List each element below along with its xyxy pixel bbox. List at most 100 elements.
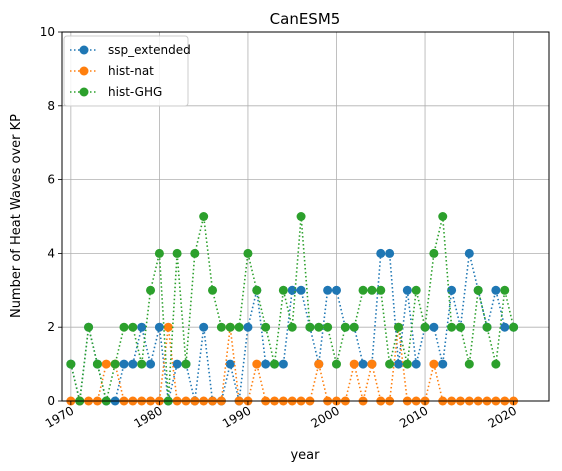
data-point xyxy=(456,323,465,332)
data-point xyxy=(217,323,226,332)
data-point xyxy=(314,360,323,369)
data-point xyxy=(279,286,288,295)
data-point xyxy=(155,323,164,332)
x-tick-label: 2010 xyxy=(397,403,430,430)
legend-label: ssp_extended xyxy=(108,43,191,57)
data-point xyxy=(155,249,164,258)
legend-label: hist-GHG xyxy=(108,85,162,99)
data-point xyxy=(350,360,359,369)
data-point xyxy=(447,323,456,332)
data-point xyxy=(297,286,306,295)
data-point xyxy=(270,360,279,369)
data-point xyxy=(261,323,270,332)
legend-marker xyxy=(80,88,89,97)
data-point xyxy=(483,323,492,332)
data-point xyxy=(465,249,474,258)
data-point xyxy=(226,323,235,332)
data-point xyxy=(252,286,261,295)
x-tick-label: 1990 xyxy=(220,403,253,430)
y-tick-label: 10 xyxy=(40,25,55,39)
data-point xyxy=(376,286,385,295)
data-point xyxy=(146,286,155,295)
data-point xyxy=(394,360,403,369)
data-point xyxy=(350,323,359,332)
y-tick-label: 6 xyxy=(47,173,55,187)
data-point xyxy=(235,323,244,332)
data-point xyxy=(429,323,438,332)
data-point xyxy=(243,249,252,258)
data-point xyxy=(279,360,288,369)
data-point xyxy=(199,212,208,221)
data-point xyxy=(137,360,146,369)
data-point xyxy=(359,360,368,369)
series-line xyxy=(71,217,514,402)
data-point xyxy=(385,249,394,258)
data-point xyxy=(181,360,190,369)
data-point xyxy=(341,323,350,332)
data-point xyxy=(438,360,447,369)
data-point xyxy=(500,286,509,295)
legend-label: hist-nat xyxy=(108,64,154,78)
data-point xyxy=(359,286,368,295)
data-point xyxy=(66,360,75,369)
data-point xyxy=(146,360,155,369)
x-tick-label: 2000 xyxy=(309,403,342,430)
x-tick-label: 1980 xyxy=(131,403,164,430)
data-point xyxy=(173,360,182,369)
data-point xyxy=(394,323,403,332)
data-point xyxy=(128,323,137,332)
data-point xyxy=(119,360,128,369)
data-point xyxy=(199,323,208,332)
data-point xyxy=(465,360,474,369)
y-tick-label: 8 xyxy=(47,99,55,113)
data-point xyxy=(102,360,111,369)
data-point xyxy=(509,323,518,332)
data-point xyxy=(119,323,128,332)
data-point xyxy=(367,286,376,295)
data-point xyxy=(314,323,323,332)
legend-marker xyxy=(80,46,89,55)
y-tick-label: 4 xyxy=(47,246,55,260)
data-point xyxy=(252,360,261,369)
data-point xyxy=(332,360,341,369)
data-point xyxy=(190,249,199,258)
data-point xyxy=(421,323,430,332)
data-point xyxy=(376,249,385,258)
data-point xyxy=(429,249,438,258)
data-point xyxy=(323,286,332,295)
data-point xyxy=(412,360,421,369)
data-point xyxy=(137,323,146,332)
data-point xyxy=(243,323,252,332)
data-point xyxy=(128,360,137,369)
legend: ssp_extended hist-nat hist-GHG xyxy=(64,36,191,106)
series-layer xyxy=(66,212,518,406)
data-point xyxy=(403,286,412,295)
data-point xyxy=(84,323,93,332)
data-point xyxy=(403,360,412,369)
data-point xyxy=(93,360,102,369)
data-point xyxy=(367,360,376,369)
y-axis-ticks: 0 2 4 6 8 10 xyxy=(40,25,62,408)
data-point xyxy=(297,212,306,221)
data-point xyxy=(288,323,297,332)
data-point xyxy=(164,323,173,332)
series-hist-GHG xyxy=(66,212,518,406)
data-point xyxy=(332,286,341,295)
data-point xyxy=(173,249,182,258)
data-point xyxy=(429,360,438,369)
data-point xyxy=(438,212,447,221)
x-tick-label: 2020 xyxy=(486,403,519,430)
data-point xyxy=(111,360,120,369)
data-point xyxy=(385,360,394,369)
data-point xyxy=(226,360,235,369)
data-point xyxy=(305,323,314,332)
y-tick-label: 2 xyxy=(47,320,55,334)
x-axis-ticks: 1970 1980 1990 2000 2010 2020 xyxy=(43,401,519,431)
data-point xyxy=(474,286,483,295)
y-tick-label: 0 xyxy=(47,394,55,408)
x-axis-label: year xyxy=(290,448,320,463)
data-point xyxy=(500,323,509,332)
y-axis-label: Number of Heat Waves over KP xyxy=(9,114,24,318)
data-point xyxy=(412,286,421,295)
